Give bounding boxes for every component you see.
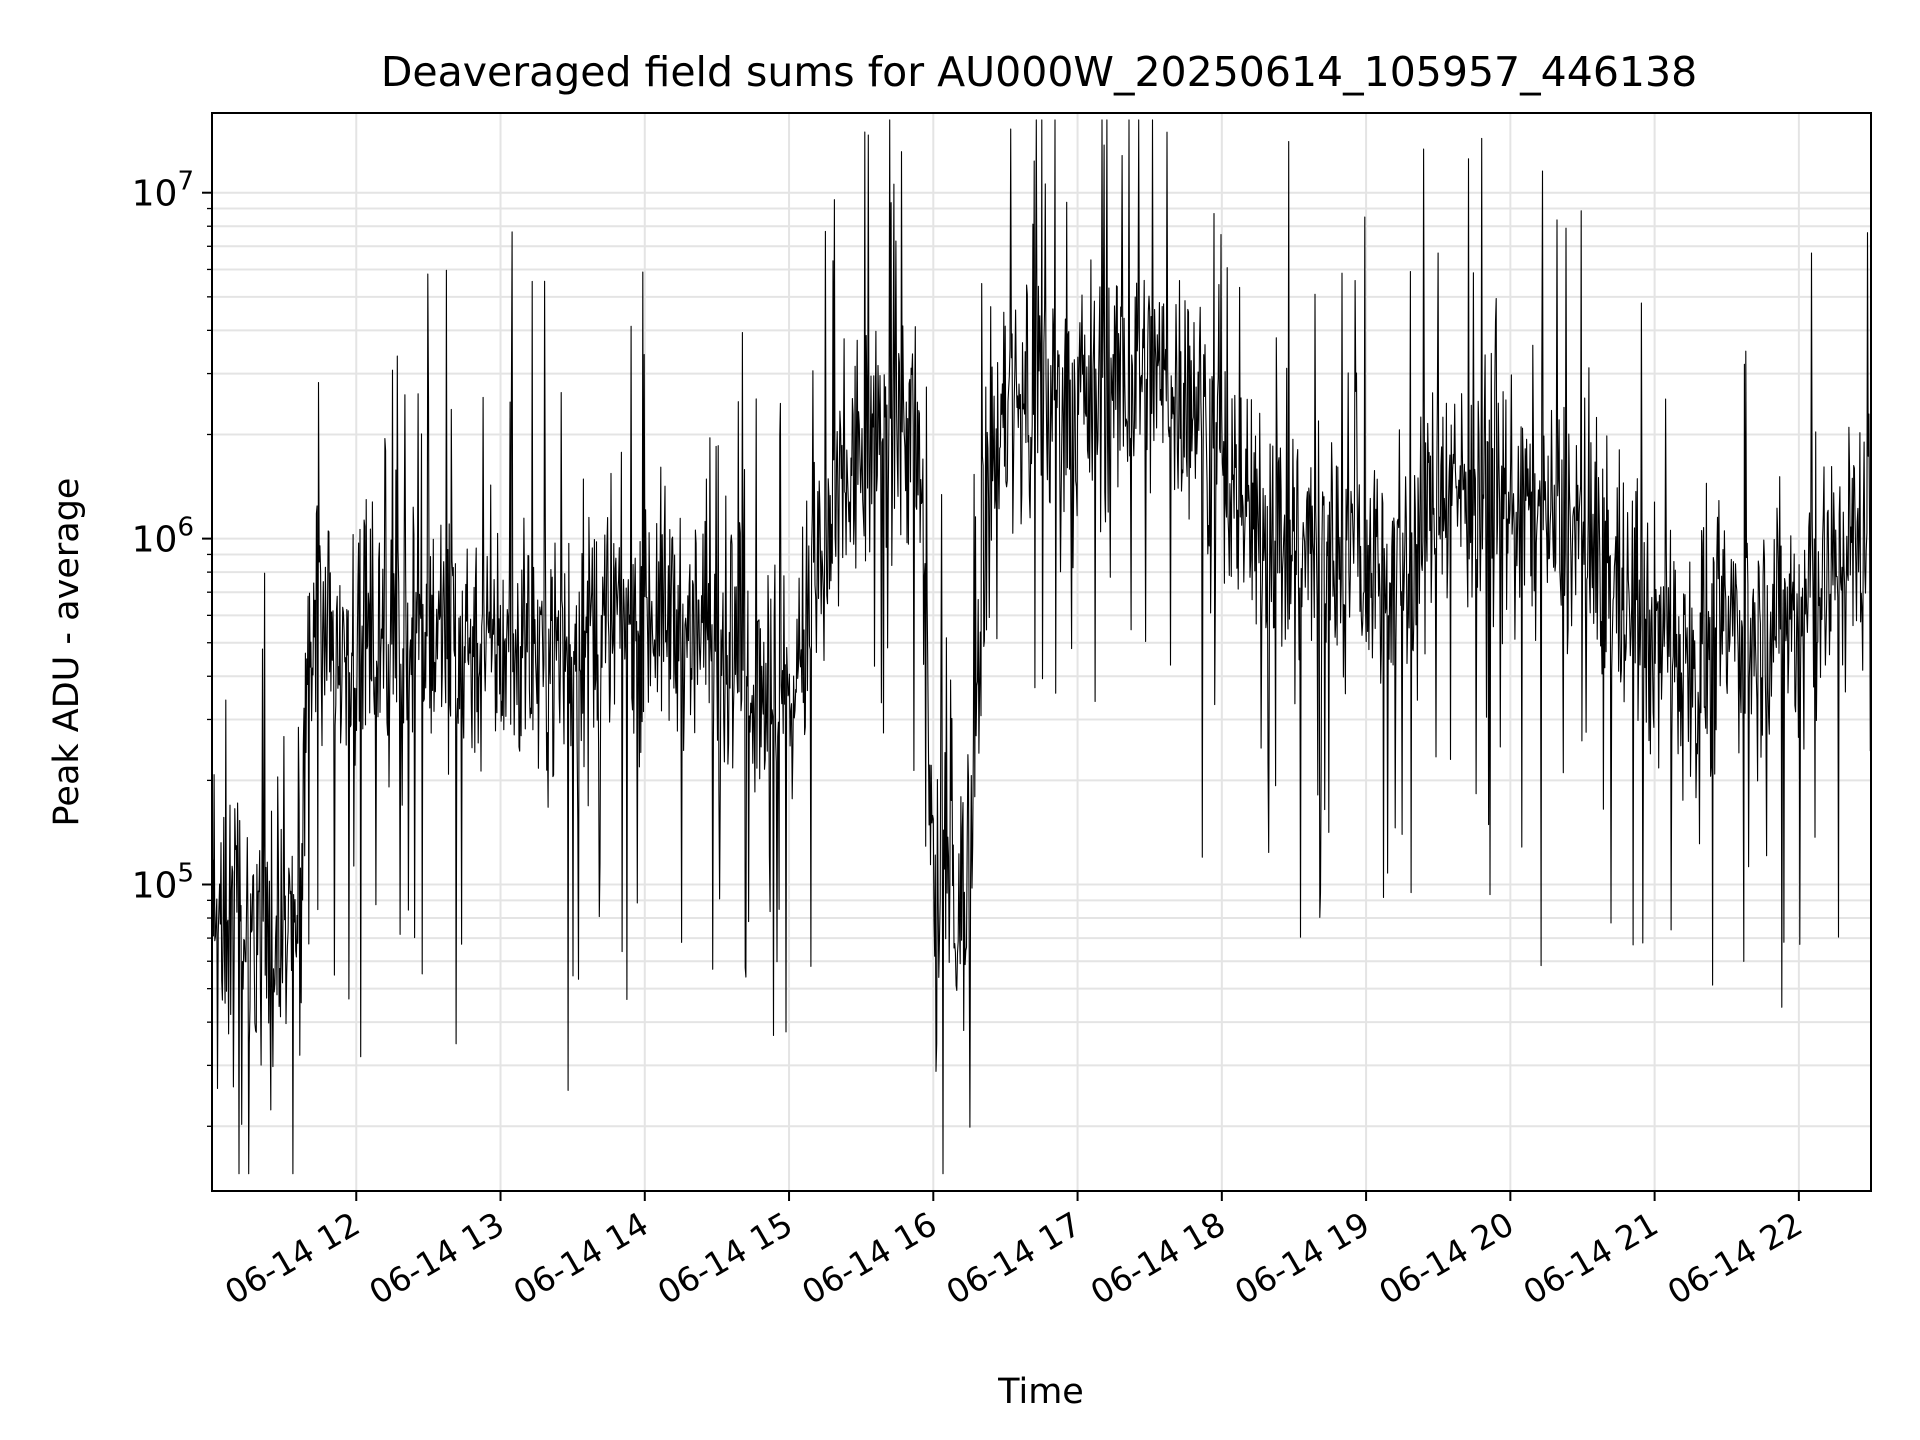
plot-area [212, 119, 1871, 1175]
series-line [212, 119, 1871, 1175]
y-tick-label: 106 [132, 513, 194, 561]
x-axis-label: Time [997, 1372, 1084, 1412]
chart-title: Deaveraged field sums for AU000W_2025061… [381, 48, 1697, 96]
y-tick-label: 107 [132, 167, 194, 215]
plot-frame [211, 112, 1872, 1192]
y-tick-label: 105 [132, 859, 194, 907]
y-axis: 105 106 107 [132, 167, 212, 1127]
y-axis-label: Peak ADU - average [47, 478, 87, 827]
